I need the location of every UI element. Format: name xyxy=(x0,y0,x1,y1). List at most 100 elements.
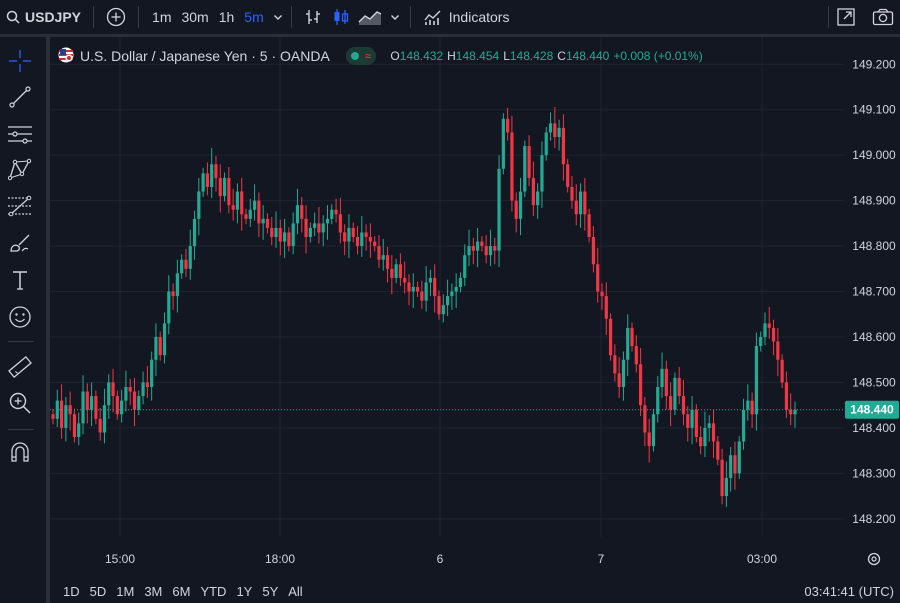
candle xyxy=(120,389,124,423)
candle-body xyxy=(647,432,651,447)
candle xyxy=(360,216,364,257)
zoom-tool[interactable] xyxy=(6,391,34,419)
range-5d[interactable]: 5D xyxy=(89,584,107,599)
brush-tool[interactable] xyxy=(6,231,34,259)
price-axis[interactable]: 149.200 149.100 149.000 148.900 148.800 148.7… xyxy=(844,37,900,573)
candle-body xyxy=(445,296,450,306)
candle-body xyxy=(458,277,463,287)
candle-body xyxy=(394,264,398,278)
ohlc-values: O 148.432 H 148.454 L 148.428 C 148.440 +0.0… xyxy=(390,49,706,63)
candle-body xyxy=(377,246,381,260)
symbol-search[interactable]: USDJPY xyxy=(0,0,87,34)
candle xyxy=(137,390,141,416)
candle-body xyxy=(463,255,467,278)
candle-body xyxy=(789,409,793,415)
trend-line-tool[interactable] xyxy=(6,85,34,113)
range-1y[interactable]: 1Y xyxy=(236,584,253,599)
candle xyxy=(600,283,604,310)
range-6m[interactable]: 6M xyxy=(172,584,191,599)
candle xyxy=(162,312,167,364)
timeframe-30m[interactable]: 30m xyxy=(181,9,209,25)
candle-body xyxy=(724,477,728,497)
candle-body xyxy=(248,209,252,219)
range-ytd[interactable]: YTD xyxy=(200,584,227,599)
candle-body xyxy=(583,191,587,215)
candle-body xyxy=(188,246,192,269)
market-status[interactable]: ≈ xyxy=(345,47,377,65)
screenshot-button[interactable] xyxy=(866,0,900,34)
range-1d[interactable]: 1D xyxy=(63,584,80,599)
candle-body xyxy=(51,414,55,419)
candle xyxy=(59,384,64,439)
candle xyxy=(364,224,368,251)
candle-body xyxy=(132,391,137,410)
candle xyxy=(638,347,643,417)
candle xyxy=(484,235,488,264)
candle-body xyxy=(355,237,360,247)
range-all[interactable]: All xyxy=(288,584,303,599)
candle-body xyxy=(145,382,149,387)
candle xyxy=(746,384,750,421)
candle xyxy=(776,327,780,377)
range-3m[interactable]: 3M xyxy=(144,584,163,599)
fullscreen-button[interactable] xyxy=(830,0,862,34)
candle-body xyxy=(750,400,754,415)
timeframe-1h[interactable]: 1h xyxy=(218,9,235,25)
candle xyxy=(669,382,673,427)
area-style-button[interactable] xyxy=(354,0,386,34)
text-tool[interactable] xyxy=(6,268,34,296)
chart-style-dropdown[interactable] xyxy=(386,0,404,34)
candle-body xyxy=(574,200,578,215)
price-tick-label: 148.700 xyxy=(852,285,896,299)
timeframe-1m[interactable]: 1m xyxy=(152,9,172,25)
candle xyxy=(518,177,523,236)
candle xyxy=(313,212,317,237)
market-open-dot xyxy=(350,52,359,60)
drawing-toolbar xyxy=(0,37,50,603)
candle xyxy=(445,279,450,317)
indicators-button[interactable]: Indicators xyxy=(417,0,516,34)
emoji-tool[interactable] xyxy=(6,305,34,333)
horizontal-lines-tool[interactable] xyxy=(6,122,34,150)
divider xyxy=(828,6,829,28)
candles-style-button[interactable] xyxy=(328,0,354,34)
candle xyxy=(428,269,433,297)
candle xyxy=(651,408,656,452)
divider xyxy=(409,6,411,28)
measure-tool[interactable] xyxy=(6,355,34,383)
timeframe-5m[interactable]: 5m xyxy=(244,9,264,25)
close-label: C xyxy=(557,49,566,63)
settings-icon[interactable] xyxy=(867,552,881,566)
bar-style-button[interactable] xyxy=(298,0,328,34)
utc-clock[interactable]: 03:41:41 (UTC) xyxy=(804,584,894,599)
compare-button[interactable] xyxy=(100,0,132,34)
fib-retracement-tool[interactable] xyxy=(6,194,34,222)
candle xyxy=(407,274,411,306)
candle-body xyxy=(175,273,179,297)
time-tick-label: 6 xyxy=(437,552,444,566)
candle-body xyxy=(325,218,330,224)
price-tick-label: 148.400 xyxy=(852,421,896,435)
crosshair-tool[interactable] xyxy=(6,49,34,77)
chevron-down-icon[interactable] xyxy=(273,12,283,22)
range-bar: 1D 5D 1M 3M 6M YTD 1Y 5Y All 03:41:41 (U… xyxy=(50,580,900,603)
range-1m[interactable]: 1M xyxy=(116,584,135,599)
symbol-title: U.S. Dollar / Japanese Yen · 5 · OANDA xyxy=(80,48,330,64)
candle xyxy=(608,313,613,361)
candle xyxy=(454,273,458,308)
candle-body xyxy=(699,437,703,447)
candle xyxy=(235,183,240,224)
range-5y[interactable]: 5Y xyxy=(262,584,279,599)
candle-body xyxy=(274,227,278,237)
candle xyxy=(617,357,621,398)
magnet-tool[interactable] xyxy=(6,440,34,468)
pattern-tool[interactable] xyxy=(6,158,34,186)
candle-body xyxy=(360,232,364,247)
candlestick-chart[interactable]: 15:00 18:00 6 7 03:00 xyxy=(50,37,844,573)
candle xyxy=(634,335,638,373)
candle-body xyxy=(278,227,282,242)
candle xyxy=(411,273,415,308)
candle xyxy=(338,197,342,244)
candle-body xyxy=(497,168,501,251)
candle xyxy=(218,164,222,213)
